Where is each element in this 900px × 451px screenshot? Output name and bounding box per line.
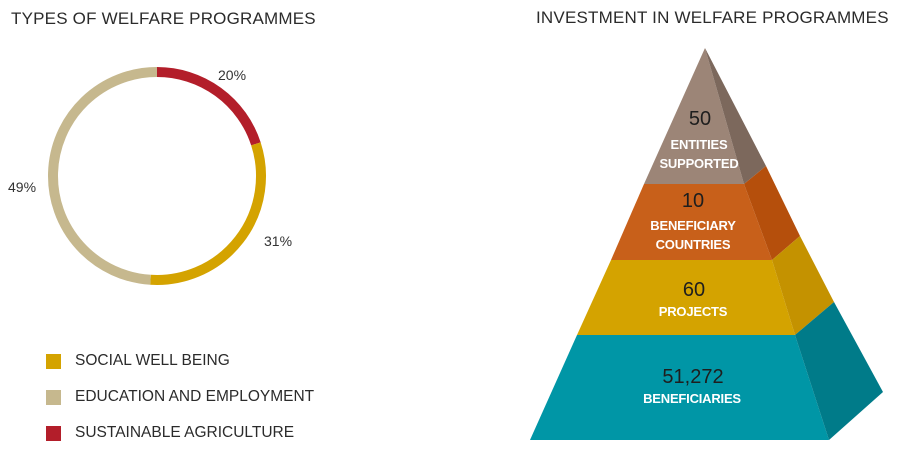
legend-label-sustainable-agriculture: SUSTAINABLE AGRICULTURE <box>75 424 295 441</box>
pyramid-tier-entities-supported <box>644 48 744 184</box>
donut-chart-title: TYPES OF WELFARE PROGRAMMES <box>11 9 316 28</box>
pyramid-label-beneficiaries: BENEFICIARIES <box>643 391 741 406</box>
pyramid-label-beneficiary-countries-line2: COUNTRIES <box>656 237 731 252</box>
pyramid-label-beneficiary-countries-line1: BENEFICIARY <box>650 218 736 233</box>
slice-label-sustainable-agriculture: 20% <box>218 67 247 83</box>
pyramid-side-entities-supported <box>705 48 766 184</box>
pyramid-side-beneficiaries <box>795 302 883 440</box>
legend-swatch-social-well-being <box>46 353 61 369</box>
legend-item-sustainable-agriculture: SUSTAINABLE AGRICULTURE <box>46 415 314 451</box>
slice-label-social-well-being: 31% <box>264 233 293 249</box>
pyramid-value-entities-supported: 50 <box>689 108 711 130</box>
pyramid-chart-title: INVESTMENT IN WELFARE PROGRAMMES <box>536 8 889 27</box>
donut-slice-education-and-employment <box>48 67 158 285</box>
pyramid-tier-projects <box>577 260 795 335</box>
pyramid-side-beneficiary-countries <box>744 166 800 260</box>
pyramid-value-beneficiaries: 51,272 <box>662 366 723 388</box>
slice-label-education-and-employment: 49% <box>8 179 37 195</box>
pyramid-side-projects <box>772 236 834 335</box>
pyramid-label-entities-supported-line2: SUPPORTED <box>659 156 738 171</box>
legend-label-social-well-being: SOCIAL WELL BEING <box>75 352 230 369</box>
donut-slice-sustainable-agriculture <box>156 67 261 146</box>
pyramid-value-beneficiary-countries: 10 <box>682 190 704 212</box>
legend-swatch-education-and-employment <box>46 389 61 405</box>
legend-label-education-and-employment: EDUCATION AND EMPLOYMENT <box>75 388 315 405</box>
donut-legend: SOCIAL WELL BEING EDUCATION AND EMPLOYME… <box>46 343 314 451</box>
pyramid-tier-beneficiaries <box>530 335 829 440</box>
legend-item-social-well-being: SOCIAL WELL BEING <box>46 343 314 379</box>
pyramid-label-entities-supported-line1: ENTITIES <box>671 137 728 152</box>
pyramid-label-projects: PROJECTS <box>659 304 728 319</box>
donut-slice-social-well-being <box>150 142 266 285</box>
legend-item-education-and-employment: EDUCATION AND EMPLOYMENT <box>46 379 314 415</box>
legend-swatch-sustainable-agriculture <box>46 425 61 441</box>
pyramid-tier-beneficiary-countries <box>611 184 772 260</box>
pyramid-value-projects: 60 <box>683 279 705 301</box>
